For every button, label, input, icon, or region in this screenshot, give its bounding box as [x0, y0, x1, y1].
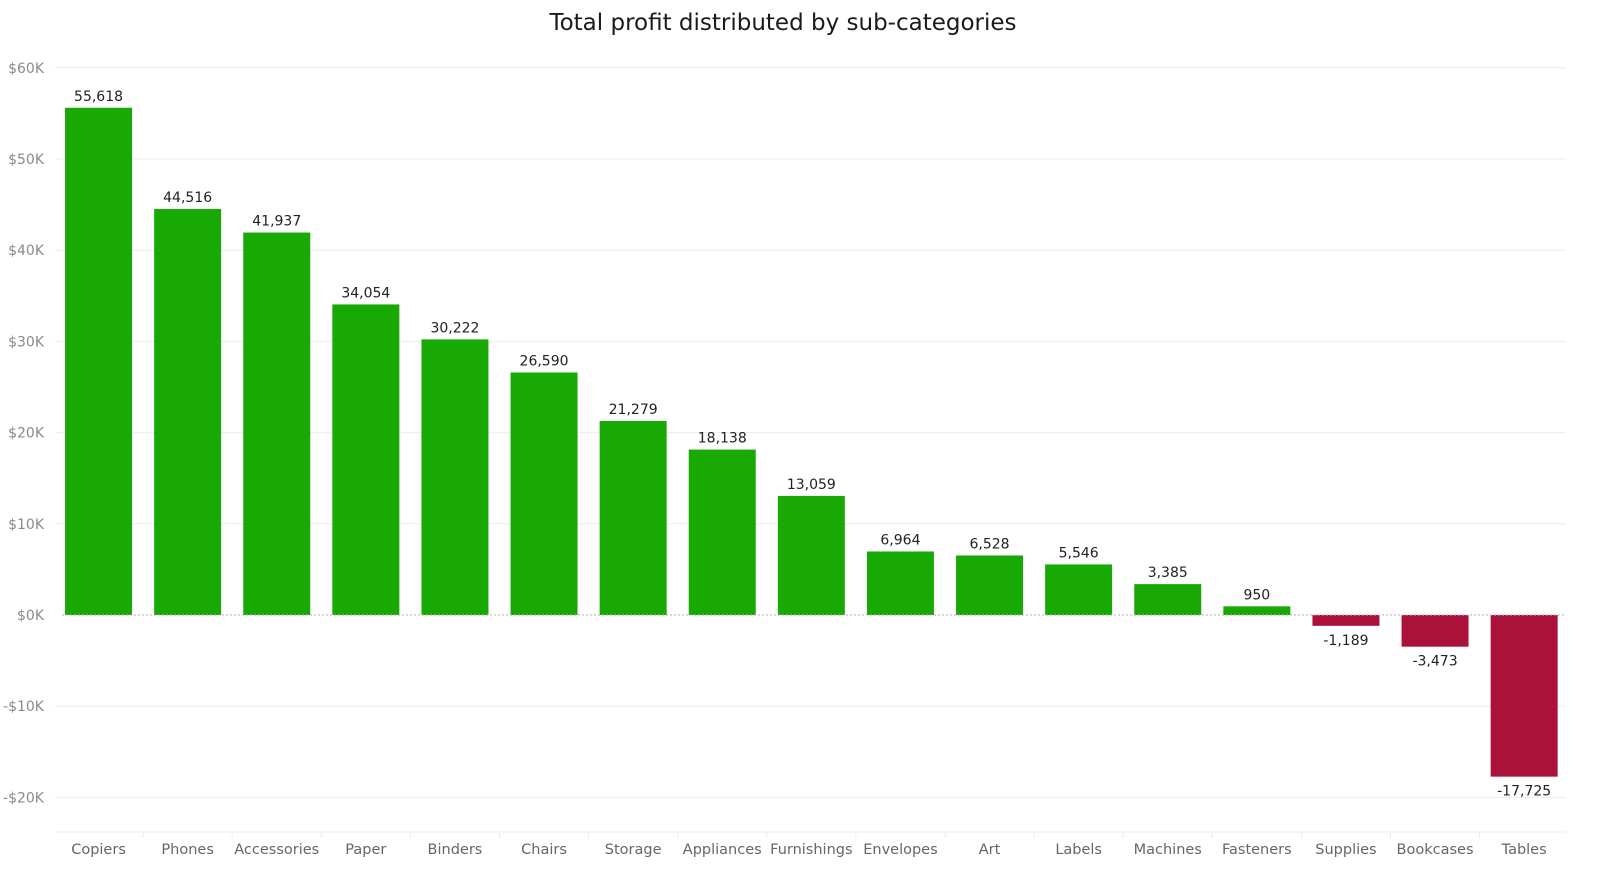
y-tick-label: $30K — [8, 334, 45, 350]
category-label: Paper — [345, 842, 386, 858]
y-axis-ticks: $60K $50K $40K $30K $20K $10K $0K -$10K -$20K — [3, 61, 45, 807]
chart-title: Total profit distributed by sub-categori… — [549, 10, 1017, 36]
bar-chairs[interactable] — [510, 372, 578, 615]
category-label: Machines — [1134, 842, 1202, 858]
y-tick-label: $20K — [8, 426, 45, 442]
category-label: Phones — [161, 842, 213, 858]
category-label: Tables — [1501, 842, 1547, 858]
bar-paper[interactable] — [332, 304, 400, 615]
y-tick-label: $50K — [8, 152, 45, 168]
bar-tables[interactable] — [1490, 615, 1558, 777]
bar-bookcases[interactable] — [1401, 615, 1469, 647]
data-label: 13,059 — [787, 477, 836, 493]
y-tick-label: -$10K — [3, 699, 45, 715]
data-label: 6,528 — [970, 536, 1010, 552]
data-label: 21,279 — [609, 402, 658, 418]
category-label: Bookcases — [1397, 842, 1474, 858]
bars — [65, 107, 1558, 777]
data-label: 6,964 — [880, 532, 920, 548]
category-label: Art — [979, 842, 1001, 858]
bar-appliances[interactable] — [688, 449, 756, 615]
category-label: Fasteners — [1222, 842, 1292, 858]
bar-machines[interactable] — [1134, 584, 1202, 615]
data-label: 34,054 — [341, 285, 390, 301]
category-label: Copiers — [71, 842, 126, 858]
bar-binders[interactable] — [421, 339, 489, 615]
data-label: 18,138 — [698, 431, 747, 447]
bar-fasteners[interactable] — [1223, 606, 1291, 615]
category-label: Binders — [428, 842, 483, 858]
bar-copiers[interactable] — [65, 107, 133, 615]
category-label: Accessories — [234, 842, 319, 858]
bar-envelopes[interactable] — [866, 551, 934, 615]
category-label: Furnishings — [770, 842, 852, 858]
bar-art[interactable] — [956, 555, 1024, 615]
bar-phones[interactable] — [154, 209, 222, 615]
category-label: Labels — [1055, 842, 1102, 858]
data-label: 41,937 — [252, 214, 301, 230]
data-label: -3,473 — [1412, 654, 1457, 670]
data-label: 44,516 — [163, 190, 212, 206]
data-label: -1,189 — [1323, 633, 1368, 649]
data-label: 950 — [1243, 587, 1270, 603]
data-label: 3,385 — [1148, 565, 1188, 581]
category-label: Supplies — [1315, 842, 1376, 858]
x-axis-categories: Copiers Phones Accessories Paper Binders Chai… — [71, 832, 1547, 858]
category-label: Envelopes — [863, 842, 937, 858]
data-label: 55,618 — [74, 89, 123, 105]
bar-supplies[interactable] — [1312, 615, 1380, 626]
y-tick-label: $40K — [8, 243, 45, 259]
y-tick-label: $10K — [8, 517, 45, 533]
bar-labels[interactable] — [1045, 564, 1113, 615]
bar-storage[interactable] — [599, 420, 667, 615]
category-label: Chairs — [521, 842, 567, 858]
data-label: 30,222 — [430, 320, 479, 336]
y-tick-label: $60K — [8, 61, 45, 77]
category-label: Storage — [605, 842, 662, 858]
bar-furnishings[interactable] — [777, 495, 845, 615]
y-tick-label: $0K — [17, 608, 45, 624]
category-label: Appliances — [683, 842, 762, 858]
y-tick-label: -$20K — [3, 790, 45, 806]
bar-accessories[interactable] — [243, 232, 311, 616]
data-label: 5,546 — [1059, 545, 1099, 561]
data-label: -17,725 — [1497, 784, 1551, 800]
data-labels: 55,618 44,516 41,937 34,054 30,222 26,590 21,2… — [74, 89, 1551, 800]
data-label: 26,590 — [520, 353, 569, 369]
